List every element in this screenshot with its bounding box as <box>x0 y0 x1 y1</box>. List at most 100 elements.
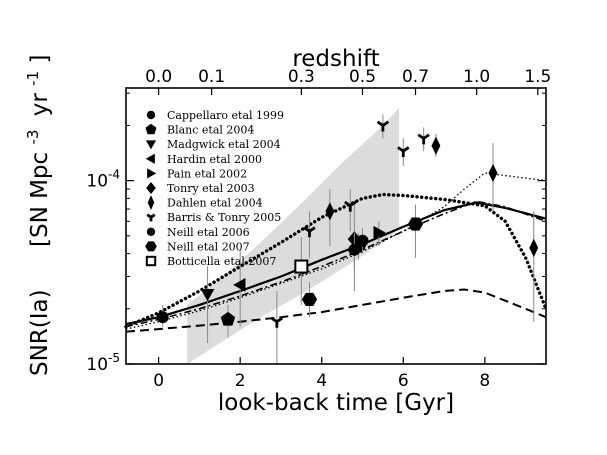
data-point-tri-down-7-2 <box>344 200 357 212</box>
data-point-circle-9-0-shape <box>356 234 369 247</box>
legend-marker-6 <box>147 195 155 211</box>
x-tick-label: 4 <box>316 371 327 391</box>
top-tick-label: 0.1 <box>198 67 225 87</box>
data-point-hexagon-8-0-shape <box>301 292 318 306</box>
legend-label: Blanc etal 2004 <box>167 124 254 137</box>
legend-marker-2 <box>145 140 157 150</box>
data-point-layer <box>156 114 539 364</box>
legend-label: Barris & Tonry 2005 <box>167 211 281 224</box>
x-axis-title: look-back time [Gyr] <box>218 390 454 416</box>
data-point-triangle-right-4-0 <box>373 225 386 240</box>
legend-marker-7-arm <box>150 213 156 219</box>
data-point-tri-down-7-4-arm <box>397 146 405 153</box>
legend-marker-0-shape <box>146 110 156 120</box>
top-tick-label: 1.5 <box>524 67 551 87</box>
legend-marker-9-shape <box>145 241 157 252</box>
data-point-tri-down-7-3 <box>376 120 390 132</box>
y-tick-label-base: 10 <box>86 355 108 375</box>
legend-marker-1-shape <box>145 123 157 135</box>
legend-marker-1 <box>145 123 157 135</box>
y-tick-label-exp: -4 <box>108 168 120 182</box>
data-point-tri-down-7-1-arm <box>308 226 316 233</box>
y-axis-units-tail: yr <box>27 93 53 117</box>
data-point-circle-9-0 <box>356 234 369 247</box>
legend-marker-10-shape <box>145 255 157 267</box>
legend-label: Madgwick etal 2004 <box>167 138 281 151</box>
data-point-circle-0-0-shape <box>156 311 169 324</box>
legend-marker-10 <box>145 255 157 267</box>
data-point-triangle-down-2-0 <box>200 288 215 302</box>
top-tick-label: 1.0 <box>463 67 490 87</box>
data-point-circle-10-0 <box>348 243 361 256</box>
model-curve-layer <box>124 172 548 333</box>
data-point-triangle-left-3-0 <box>233 278 246 292</box>
legend-label: Neill etal 2007 <box>167 240 250 253</box>
data-point-tri-down-7-2-arm <box>349 200 357 207</box>
legend-marker-4-shape <box>147 168 157 179</box>
top-tick-label: 0.0 <box>145 67 172 87</box>
legend-marker-5-shape <box>146 182 156 194</box>
x-tick-label: 0 <box>153 371 164 391</box>
data-point-hexagon-8-2 <box>407 217 424 231</box>
legend-label: Tonry etal 2003 <box>167 182 255 195</box>
y-axis-title-group: SNR(Ia) <box>27 289 53 376</box>
data-point-pentagon-1-0-shape <box>220 311 236 326</box>
legend-label: Botticella etal 2007 <box>167 255 276 268</box>
legend-marker-3 <box>145 153 155 164</box>
data-point-tri-down-7-3-arm <box>382 120 390 127</box>
legend-marker-4 <box>147 168 157 179</box>
plot-frame <box>125 87 547 365</box>
model-curve-solid <box>125 201 547 326</box>
legend-marker-8-shape <box>146 227 156 236</box>
legend-label: Pain etal 2002 <box>167 167 247 180</box>
y-tick-label: 10-5 <box>86 351 120 375</box>
axis-tick-layer: 0 2 4 6 80.0 0.1 0.3 0.5 0.7 1.0 1.510-510-4 <box>86 67 551 391</box>
data-point-thin-diamond-6-3 <box>529 238 539 257</box>
top-axis-title: redshift <box>292 46 379 72</box>
model-curve-dotted <box>125 172 547 330</box>
data-point-triangle-left-3-0-shape <box>233 278 246 292</box>
legend-marker-0 <box>146 110 156 120</box>
data-point-circle-0-0 <box>156 311 169 324</box>
data-point-tri-down-7-3-arm <box>376 120 384 127</box>
y-tick-label-exp: -5 <box>108 351 120 365</box>
x-tick-label: 2 <box>235 371 246 391</box>
y-axis-units: [SN Mpc -3 yr -1 ] <box>18 55 53 247</box>
data-point-tri-down-7-1 <box>303 226 316 238</box>
model-curve-heavy-dotted <box>124 192 548 329</box>
legend-label: Cappellaro etal 1999 <box>167 109 284 122</box>
data-point-thin-diamond-6-2-shape <box>488 163 498 183</box>
legend-label: Dahlen etal 2004 <box>167 197 263 210</box>
data-point-tri-down-7-4-arm <box>402 146 410 153</box>
data-point-open-square-11-0 <box>294 259 309 274</box>
data-point-triangle-down-2-0-shape <box>200 288 215 302</box>
data-point-tri-down-7-5-arm <box>422 133 430 140</box>
legend-marker-2-shape <box>145 140 157 150</box>
y-axis-units-group: [SN Mpc -3 yr -1 ] <box>18 55 53 247</box>
legend-marker-9 <box>145 241 157 252</box>
data-point-tri-down-7-0-arm <box>276 316 284 323</box>
data-point-hexagon-8-2-shape <box>407 217 424 231</box>
data-point-open-square-11-0-shape <box>294 259 309 274</box>
data-point-tri-down-7-1-arm <box>303 226 311 233</box>
data-point-tri-down-7-4 <box>397 146 410 158</box>
y-tick-label: 10-4 <box>86 168 120 192</box>
data-point-circle-10-0-shape <box>348 243 361 256</box>
legend-marker-6-shape <box>147 195 155 211</box>
data-point-tri-down-7-0 <box>270 316 284 328</box>
y-axis-units-close: ] <box>27 55 53 64</box>
data-point-thin-diamond-6-0 <box>325 202 335 221</box>
x-tick-label: 6 <box>398 371 409 391</box>
legend-marker-3-shape <box>145 153 155 164</box>
y-axis-units-main: [SN Mpc <box>27 152 53 247</box>
data-point-tri-down-7-5-arm <box>417 133 425 140</box>
y-axis-title: SNR(Ia) <box>27 289 53 376</box>
data-point-tri-down-7-0-arm <box>270 316 278 323</box>
y-tick-label-base: 10 <box>86 172 108 192</box>
data-point-tri-down-7-5 <box>417 133 430 145</box>
data-point-thin-diamond-6-0-shape <box>325 202 335 221</box>
y-axis-units-exp: -3 <box>24 130 42 145</box>
legend-marker-7 <box>146 213 156 222</box>
data-point-thin-diamond-6-3-shape <box>529 238 539 257</box>
